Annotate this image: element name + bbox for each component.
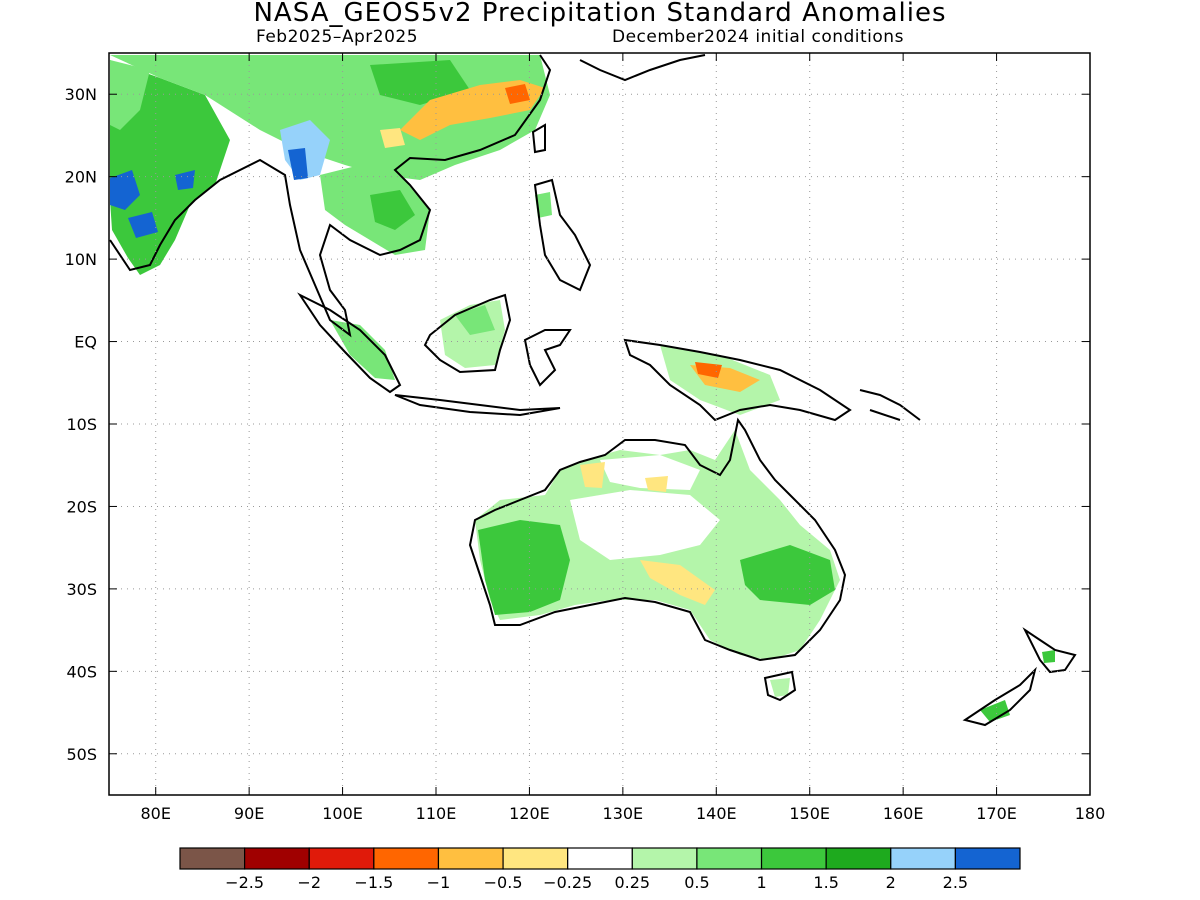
new-guinea-red [695, 362, 722, 378]
colorbar-swatch [502, 847, 569, 870]
australia-west-green [478, 520, 570, 615]
colorbar-label: 0.25 [614, 873, 650, 892]
coastline-layer [109, 54, 1077, 727]
colorbar-swatch [437, 847, 504, 870]
colorbar-swatch [825, 847, 892, 870]
tasmania-green [770, 678, 790, 697]
colorbar: −2.5 −2 −1.5 −1 −0.5 −0.25 0.25 0.5 1 1.5 2 2.5 [179, 847, 1021, 892]
lat-tick-label: 50S [66, 745, 97, 764]
map-frame [108, 52, 1091, 796]
lat-tick-label: 30N [65, 85, 97, 104]
australia-north-white [600, 455, 700, 490]
colorbar-label: −0.25 [543, 873, 592, 892]
colorbar-swatch [760, 847, 827, 870]
australia-yellow-north [580, 462, 605, 488]
lon-tick-label: 180 [1075, 804, 1106, 823]
lon-tick-label: 120E [509, 804, 550, 823]
colorbar-label: 2.5 [943, 873, 968, 892]
lon-tick-label: 110E [416, 804, 457, 823]
lat-tick-label: 10N [65, 250, 97, 269]
colorbar-label: −2.5 [225, 873, 264, 892]
colorbar-swatch [631, 847, 698, 870]
longitude-labels: 80E 90E 100E 110E 120E 130E 140E 150E 160E 170E 18… [140, 804, 1105, 823]
lat-tick-label: 30S [66, 580, 97, 599]
japan-coastline [579, 54, 706, 82]
java-coastline [394, 394, 561, 417]
colorbar-label: −1 [427, 873, 451, 892]
chart-title: NASA_GEOS5v2 Precipitation Standard Anom… [253, 0, 947, 28]
lat-tick-label: 40S [66, 662, 97, 681]
new-guinea-coastline [623, 338, 852, 422]
solomon-islands-coastline [859, 389, 921, 421]
lon-tick-label: 80E [140, 804, 170, 823]
lon-tick-label: 90E [234, 804, 264, 823]
lon-tick-label: 140E [696, 804, 737, 823]
sumatra-green [330, 320, 395, 380]
colorbar-swatch [567, 847, 633, 870]
myanmar-dark-blue [288, 148, 308, 180]
india-light-region [110, 60, 150, 130]
australia-yellow-north2 [645, 476, 668, 492]
colorbar-label: 1 [756, 873, 766, 892]
india-blue-north [175, 170, 195, 190]
lat-tick-label: 10S [66, 415, 97, 434]
india-blue-east [128, 212, 158, 238]
colorbar-swatch [890, 847, 956, 870]
new-zealand-green [980, 700, 1010, 722]
new-zealand-north-green [1042, 650, 1055, 663]
australia-east-green [740, 545, 835, 605]
new-zealand-south-coastline [962, 666, 1037, 727]
colorbar-label: −0.5 [484, 873, 523, 892]
colorbar-swatch [179, 847, 246, 870]
colorbar-label: −2 [297, 873, 321, 892]
australia-coastline [468, 417, 847, 662]
colorbar-swatch [373, 847, 440, 870]
sulawesi-coastline [523, 329, 572, 387]
asia-coastline [109, 54, 552, 338]
colorbar-swatch [696, 847, 763, 870]
colorbar-label: 1.5 [813, 873, 838, 892]
taiwan-coastline [531, 123, 546, 154]
colorbar-swatch [308, 847, 375, 870]
australia-center-white [570, 490, 720, 560]
lon-tick-label: 160E [883, 804, 924, 823]
lon-tick-label: 150E [789, 804, 830, 823]
new-zealand-north-coastline [1022, 627, 1077, 674]
lat-tick-label: 20S [66, 497, 97, 516]
lon-tick-label: 170E [976, 804, 1017, 823]
colorbar-label: 0.5 [684, 873, 709, 892]
colorbar-label: 2 [886, 873, 896, 892]
lat-tick-label: EQ [74, 333, 97, 352]
forecast-period: Feb2025–Apr2025 [256, 27, 419, 47]
australia-yellow-center [640, 560, 715, 605]
india-blue-west [110, 170, 140, 210]
latitude-labels: 30N 20N 10N EQ 10S 20S 30S 40S 50S [65, 85, 97, 764]
sumatra-coastline [297, 292, 402, 394]
colorbar-swatch [954, 847, 1021, 870]
philippines-coastline [533, 178, 592, 292]
indochina-dark-green [370, 190, 415, 230]
borneo-dark-green [455, 305, 495, 335]
lon-tick-label: 130E [603, 804, 644, 823]
grid-layer [109, 53, 1091, 795]
initial-conditions: December2024 initial conditions [612, 27, 904, 47]
colorbar-swatch [244, 847, 310, 870]
tasmania-coastline [763, 670, 797, 702]
lon-tick-label: 100E [322, 804, 363, 823]
china-yellow-region [380, 128, 405, 148]
borneo-coastline [423, 293, 512, 374]
lat-tick-label: 20N [65, 168, 97, 187]
anomaly-fill-layer [110, 55, 1055, 722]
colorbar-label: −1.5 [354, 873, 393, 892]
